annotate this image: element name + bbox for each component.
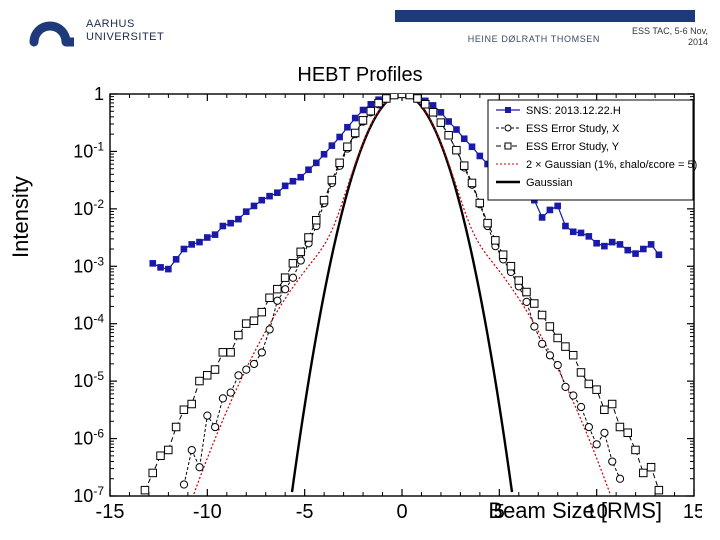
event-info: ESS TAC, 5-6 Nov, 2014 (632, 26, 708, 48)
svg-text:10-4: 10-4 (73, 312, 104, 334)
svg-text:1: 1 (94, 84, 104, 104)
svg-text:5: 5 (494, 501, 505, 523)
university-name: AARHUS UNIVERSITET (86, 18, 164, 44)
svg-text:10: 10 (586, 501, 608, 523)
svg-text:2 × Gaussian (1%, εhalo/εcore: 2 × Gaussian (1%, εhalo/εcore = 5) (526, 159, 697, 171)
svg-text:-15: -15 (96, 501, 125, 523)
svg-text:SNS: 2013.12.22.H: SNS: 2013.12.22.H (526, 105, 621, 117)
header-bar (395, 10, 695, 22)
svg-text:-10: -10 (193, 501, 222, 523)
svg-text:15: 15 (683, 501, 702, 523)
svg-text:10-1: 10-1 (73, 139, 104, 161)
slide-header: AARHUS UNIVERSITET HEINE DØLRATH THOMSEN… (0, 0, 720, 58)
chart-svg: -15-10-505101510-710-610-510-410-310-210… (18, 58, 702, 528)
svg-text:10-5: 10-5 (73, 369, 104, 391)
author-name: HEINE DØLRATH THOMSEN (468, 34, 600, 44)
uni-line1: AARHUS (86, 18, 164, 31)
event-line2: 2014 (632, 37, 708, 48)
svg-text:0: 0 (396, 501, 407, 523)
svg-text:10-6: 10-6 (73, 427, 104, 449)
svg-text:10-2: 10-2 (73, 197, 104, 219)
uni-line2: UNIVERSITET (86, 31, 164, 44)
svg-text:Gaussian: Gaussian (526, 177, 572, 189)
event-line1: ESS TAC, 5-6 Nov, (632, 26, 708, 37)
svg-text:-5: -5 (296, 501, 314, 523)
chart-area: HEBT Profiles Intensity Beam Size [RMS] … (18, 58, 702, 528)
svg-text:ESS Error Study, X: ESS Error Study, X (526, 123, 620, 135)
svg-text:ESS Error Study, Y: ESS Error Study, Y (526, 141, 620, 153)
svg-text:10-3: 10-3 (73, 254, 104, 276)
